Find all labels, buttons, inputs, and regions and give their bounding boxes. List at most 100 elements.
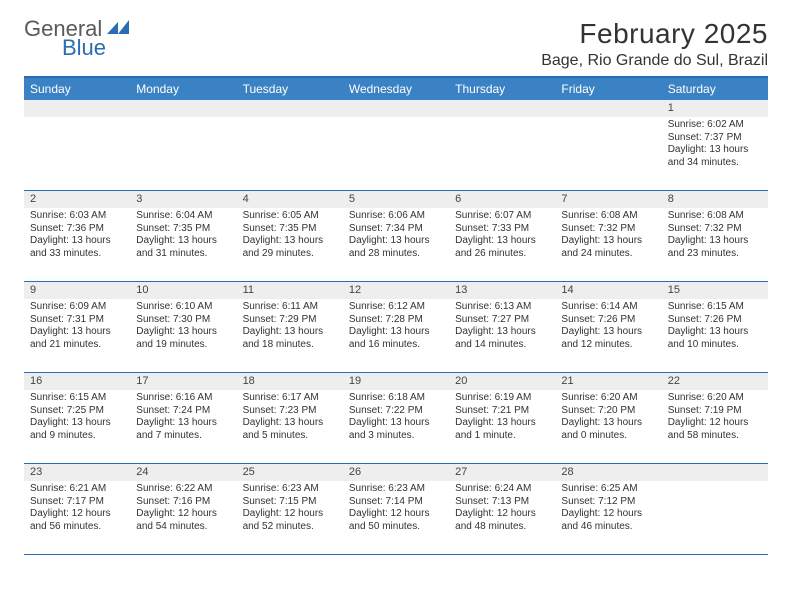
calendar-day: 15Sunrise: 6:15 AMSunset: 7:26 PMDayligh… (662, 282, 768, 372)
sunrise-line: Sunrise: 6:23 AM (349, 483, 443, 496)
sunrise-line: Sunrise: 6:24 AM (455, 483, 549, 496)
day-details: Sunrise: 6:25 AMSunset: 7:12 PMDaylight:… (555, 481, 661, 539)
dow-friday: Friday (555, 78, 661, 100)
day-details: Sunrise: 6:14 AMSunset: 7:26 PMDaylight:… (555, 299, 661, 357)
daylight-line: Daylight: 13 hours and 16 minutes. (349, 326, 443, 351)
day-details: Sunrise: 6:15 AMSunset: 7:25 PMDaylight:… (24, 390, 130, 448)
day-details: Sunrise: 6:08 AMSunset: 7:32 PMDaylight:… (662, 208, 768, 266)
sunset-line: Sunset: 7:25 PM (30, 405, 124, 418)
day-number: 15 (662, 282, 768, 299)
daylight-line: Daylight: 13 hours and 18 minutes. (243, 326, 337, 351)
calendar-week: 1Sunrise: 6:02 AMSunset: 7:37 PMDaylight… (24, 100, 768, 191)
daylight-line: Daylight: 12 hours and 58 minutes. (668, 417, 762, 442)
sunset-line: Sunset: 7:12 PM (561, 496, 655, 509)
sunrise-line: Sunrise: 6:02 AM (668, 119, 762, 132)
day-number: 8 (662, 191, 768, 208)
daylight-line: Daylight: 13 hours and 3 minutes. (349, 417, 443, 442)
day-number: 24 (130, 464, 236, 481)
calendar-day (555, 100, 661, 190)
dow-tuesday: Tuesday (237, 78, 343, 100)
calendar: Sunday Monday Tuesday Wednesday Thursday… (24, 76, 768, 555)
sunset-line: Sunset: 7:15 PM (243, 496, 337, 509)
calendar-day: 26Sunrise: 6:23 AMSunset: 7:14 PMDayligh… (343, 464, 449, 554)
calendar-day: 24Sunrise: 6:22 AMSunset: 7:16 PMDayligh… (130, 464, 236, 554)
sunset-line: Sunset: 7:30 PM (136, 314, 230, 327)
title-block: February 2025 Bage, Rio Grande do Sul, B… (541, 18, 768, 70)
calendar-day (449, 100, 555, 190)
sunset-line: Sunset: 7:26 PM (561, 314, 655, 327)
day-details: Sunrise: 6:02 AMSunset: 7:37 PMDaylight:… (662, 117, 768, 175)
calendar-day: 5Sunrise: 6:06 AMSunset: 7:34 PMDaylight… (343, 191, 449, 281)
calendar-day: 19Sunrise: 6:18 AMSunset: 7:22 PMDayligh… (343, 373, 449, 463)
day-number (130, 100, 236, 117)
calendar-day: 4Sunrise: 6:05 AMSunset: 7:35 PMDaylight… (237, 191, 343, 281)
calendar-day: 27 Sunrise: 6:24 AMSunset: 7:13 PMDayligh… (449, 464, 555, 554)
daylight-line: Daylight: 13 hours and 34 minutes. (668, 144, 762, 169)
calendar-day: 17Sunrise: 6:16 AMSunset: 7:24 PMDayligh… (130, 373, 236, 463)
day-details: Sunrise: 6:23 AMSunset: 7:15 PMDaylight:… (237, 481, 343, 539)
sunset-line: Sunset: 7:13 PM (455, 496, 549, 509)
day-details (343, 117, 449, 125)
daylight-line: Daylight: 13 hours and 21 minutes. (30, 326, 124, 351)
sunset-line: Sunset: 7:28 PM (349, 314, 443, 327)
day-number: 10 (130, 282, 236, 299)
daylight-line: Daylight: 12 hours and 48 minutes. (455, 508, 549, 533)
sunrise-line: Sunrise: 6:19 AM (455, 392, 549, 405)
daylight-line: Daylight: 13 hours and 29 minutes. (243, 235, 337, 260)
sunrise-line: Sunrise: 6:04 AM (136, 210, 230, 223)
daylight-line: Daylight: 13 hours and 23 minutes. (668, 235, 762, 260)
calendar-day: 7Sunrise: 6:08 AMSunset: 7:32 PMDaylight… (555, 191, 661, 281)
sunset-line: Sunset: 7:19 PM (668, 405, 762, 418)
day-number: 11 (237, 282, 343, 299)
day-number: 27 (449, 464, 555, 481)
daylight-line: Daylight: 13 hours and 1 minute. (455, 417, 549, 442)
day-number (662, 464, 768, 481)
day-number: 6 (449, 191, 555, 208)
day-number: 22 (662, 373, 768, 390)
calendar-week: 2Sunrise: 6:03 AMSunset: 7:36 PMDaylight… (24, 191, 768, 282)
dow-wednesday: Wednesday (343, 78, 449, 100)
daylight-line: Daylight: 13 hours and 19 minutes. (136, 326, 230, 351)
day-details: Sunrise: 6:21 AMSunset: 7:17 PMDaylight:… (24, 481, 130, 539)
daylight-line: Daylight: 13 hours and 31 minutes. (136, 235, 230, 260)
calendar-weeks: 1Sunrise: 6:02 AMSunset: 7:37 PMDaylight… (24, 100, 768, 555)
daylight-line: Daylight: 13 hours and 24 minutes. (561, 235, 655, 260)
daylight-line: Daylight: 12 hours and 50 minutes. (349, 508, 443, 533)
sunrise-line: Sunrise: 6:03 AM (30, 210, 124, 223)
day-details (555, 117, 661, 125)
day-number: 5 (343, 191, 449, 208)
daylight-line: Daylight: 13 hours and 7 minutes. (136, 417, 230, 442)
daylight-line: Daylight: 13 hours and 14 minutes. (455, 326, 549, 351)
dow-monday: Monday (130, 78, 236, 100)
day-number: 20 (449, 373, 555, 390)
sunrise-line: Sunrise: 6:15 AM (30, 392, 124, 405)
daylight-line: Daylight: 12 hours and 46 minutes. (561, 508, 655, 533)
calendar-day: 10Sunrise: 6:10 AMSunset: 7:30 PMDayligh… (130, 282, 236, 372)
sunset-line: Sunset: 7:35 PM (243, 223, 337, 236)
day-number: 2 (24, 191, 130, 208)
day-number: 4 (237, 191, 343, 208)
daylight-line: Daylight: 13 hours and 28 minutes. (349, 235, 443, 260)
day-number: 19 (343, 373, 449, 390)
sunset-line: Sunset: 7:14 PM (349, 496, 443, 509)
sunrise-line: Sunrise: 6:12 AM (349, 301, 443, 314)
logo-text-block: General Blue (24, 18, 129, 59)
calendar-day (237, 100, 343, 190)
sunrise-line: Sunrise: 6:23 AM (243, 483, 337, 496)
day-details: Sunrise: 6:17 AMSunset: 7:23 PMDaylight:… (237, 390, 343, 448)
day-of-week-header: Sunday Monday Tuesday Wednesday Thursday… (24, 78, 768, 100)
sunset-line: Sunset: 7:24 PM (136, 405, 230, 418)
daylight-line: Daylight: 13 hours and 26 minutes. (455, 235, 549, 260)
daylight-line: Daylight: 13 hours and 33 minutes. (30, 235, 124, 260)
daylight-line: Daylight: 12 hours and 54 minutes. (136, 508, 230, 533)
day-details (449, 117, 555, 125)
sunrise-line: Sunrise: 6:25 AM (561, 483, 655, 496)
sunset-line: Sunset: 7:32 PM (561, 223, 655, 236)
day-number (449, 100, 555, 117)
day-details (237, 117, 343, 125)
location-subtitle: Bage, Rio Grande do Sul, Brazil (541, 52, 768, 70)
daylight-line: Daylight: 13 hours and 10 minutes. (668, 326, 762, 351)
sunrise-line: Sunrise: 6:11 AM (243, 301, 337, 314)
daylight-line: Daylight: 12 hours and 52 minutes. (243, 508, 337, 533)
day-number: 23 (24, 464, 130, 481)
